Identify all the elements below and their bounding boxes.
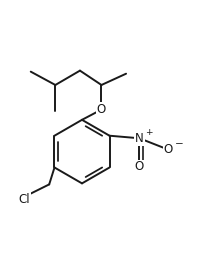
Text: Cl: Cl <box>19 193 30 206</box>
Text: +: + <box>145 128 152 137</box>
Text: −: − <box>174 139 183 149</box>
Text: O: O <box>134 161 143 173</box>
Text: N: N <box>134 132 143 145</box>
Text: O: O <box>163 143 172 156</box>
Text: O: O <box>96 103 106 116</box>
